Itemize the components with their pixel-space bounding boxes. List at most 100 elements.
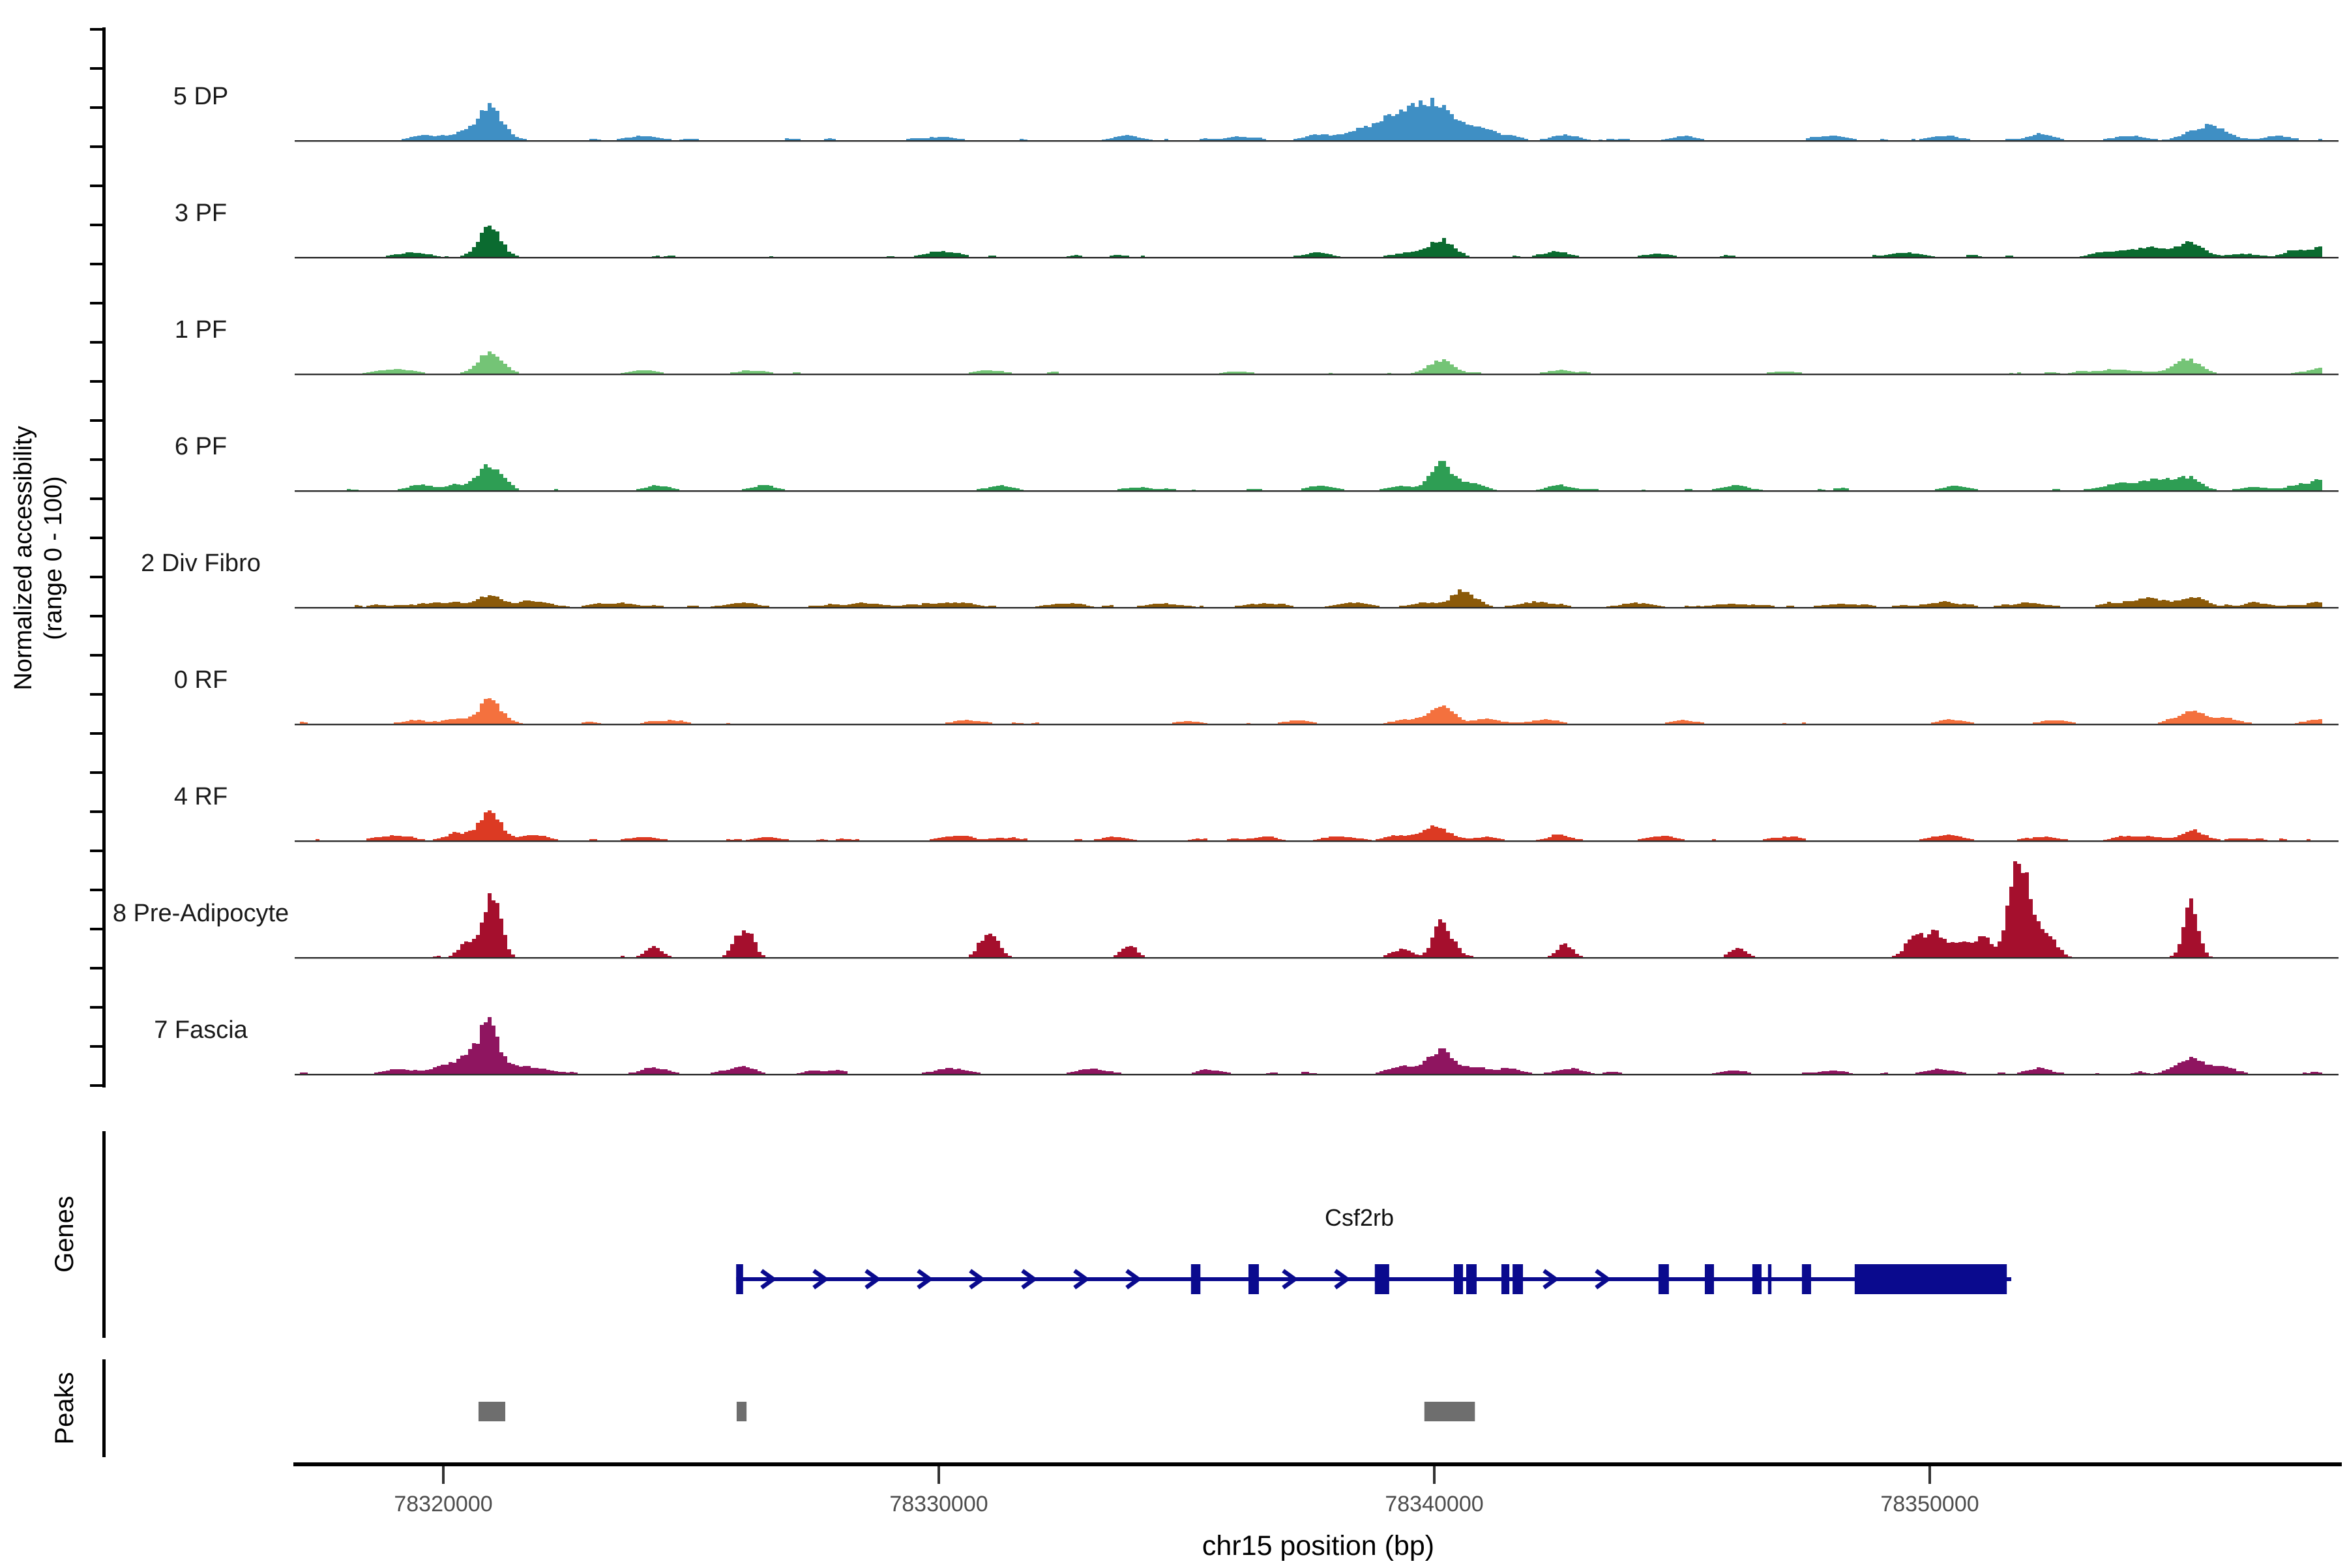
y-axis-tick (90, 419, 104, 422)
y-axis-tick (90, 28, 104, 31)
y-axis-tick (90, 850, 104, 852)
x-tick-label: 78330000 (889, 1492, 988, 1516)
y-axis-tick (90, 1084, 104, 1087)
gene-body-line (736, 1277, 2012, 1281)
gene-exon (1767, 1264, 1772, 1294)
y-axis-tick (90, 302, 104, 304)
signal-area (300, 698, 2322, 724)
y-axis-tick (90, 67, 104, 70)
gene-exon (1466, 1264, 1477, 1294)
y-axis-tick (90, 732, 104, 735)
strand-arrow-icon (1125, 1269, 1142, 1290)
y-axis-tick (90, 928, 104, 930)
x-axis-tick (442, 1466, 445, 1484)
gene-exon (1248, 1264, 1259, 1294)
signal-track: 8 Pre-Adipocyte (113, 861, 2339, 959)
signal-area (300, 461, 2322, 490)
signal-area (300, 1017, 2322, 1074)
track-label: 7 Fascia (154, 1016, 248, 1044)
signal-area (300, 810, 2322, 840)
track-label: 2 Div Fibro (141, 550, 261, 577)
gene-exon (1190, 1264, 1201, 1294)
x-tick-label: 78350000 (1880, 1492, 1979, 1516)
track-baseline (295, 724, 2339, 726)
peak-interval-boxes (478, 1402, 1475, 1421)
gene-exon (736, 1264, 743, 1294)
y-axis-tick (90, 106, 104, 109)
y-axis-tick (90, 145, 104, 148)
gene-exon (1752, 1264, 1762, 1294)
y-axis-tick (90, 185, 104, 187)
track-label: 8 Pre-Adipocyte (113, 900, 289, 927)
strand-arrow-icon (917, 1269, 934, 1290)
signal-area (300, 98, 2322, 140)
signal-area (300, 226, 2322, 257)
gene-exon (1658, 1264, 1669, 1294)
strand-arrow-icon (1073, 1269, 1090, 1290)
signal-track: 7 Fascia (154, 1016, 2339, 1076)
signal-track: 5 DP (173, 83, 2339, 142)
y-axis-tick (90, 771, 104, 774)
track-label: 6 PF (175, 433, 227, 460)
peaks-bracket-line (102, 1359, 106, 1457)
x-tick-label: 78320000 (394, 1492, 492, 1516)
y-axis-ticks (90, 28, 104, 1087)
genes-section: Genes Csf2rb (50, 1131, 2012, 1338)
peak-interval (478, 1402, 505, 1421)
track-label: 3 PF (175, 200, 227, 227)
strand-arrow-icon (812, 1269, 829, 1290)
x-axis-tick (1433, 1466, 1436, 1484)
strand-arrow-icon (1021, 1269, 1038, 1290)
x-axis-tick (1928, 1466, 1931, 1484)
accessibility-tracks: 5 DP 3 PF 1 PF 6 PF 2 Div Fibro 0 RF 4 RF 8 Pre… (113, 83, 2339, 1076)
y-axis-tick (90, 458, 104, 461)
y-axis-tick (90, 654, 104, 657)
track-label: 5 DP (173, 83, 228, 110)
track-label: 0 RF (174, 666, 228, 694)
x-axis: 78320000 78330000 78340000 78350000 chr15 p… (293, 1462, 2342, 1561)
peak-interval (736, 1402, 747, 1421)
track-baseline (295, 257, 2339, 259)
track-baseline (295, 607, 2339, 609)
y-axis-tick (90, 615, 104, 617)
track-label: 4 RF (174, 783, 228, 810)
signal-track: 2 Div Fibro (141, 550, 2339, 609)
x-axis-line (293, 1462, 2342, 1466)
strand-arrow-icon (864, 1269, 881, 1290)
y-axis-tick (90, 497, 104, 500)
y-axis-tick (90, 1006, 104, 1009)
signal-area (300, 589, 2322, 607)
x-axis-tick (937, 1466, 940, 1484)
x-axis-title: chr15 position (bp) (1202, 1530, 1434, 1561)
gene-exon (1513, 1264, 1524, 1294)
y-axis-tick (90, 576, 104, 578)
strand-arrow-icon (1543, 1269, 1559, 1290)
y-axis: Normalized accessibility (range 0 - 100) (10, 27, 106, 1087)
signal-track: 3 PF (175, 200, 2339, 259)
signal-area (300, 861, 2322, 957)
gene-exon (1454, 1264, 1464, 1294)
track-baseline (295, 140, 2339, 142)
peak-interval (1424, 1402, 1475, 1421)
signal-track: 4 RF (174, 783, 2339, 842)
gene-name-label: Csf2rb (1325, 1204, 1394, 1231)
gene-model (736, 1264, 2012, 1294)
x-tick-label: 78340000 (1385, 1492, 1483, 1516)
y-axis-tick (90, 263, 104, 265)
signal-area (300, 351, 2322, 374)
strand-arrow-icon (1282, 1269, 1299, 1290)
y-axis-tick (90, 967, 104, 969)
signal-track: 0 RF (174, 666, 2339, 726)
y-axis-tick (90, 224, 104, 226)
peaks-section: Peaks (50, 1359, 1475, 1457)
y-axis-tick (90, 693, 104, 696)
strand-arrow-icon (1334, 1269, 1351, 1290)
y-axis-title-line2: (range 0 - 100) (40, 476, 67, 640)
gene-exon (1374, 1264, 1389, 1294)
y-axis-title-line1: Normalized accessibility (10, 426, 37, 690)
gene-exon (1704, 1264, 1715, 1294)
genes-bracket-line (102, 1131, 106, 1338)
strand-arrow-icon (1595, 1269, 1612, 1290)
y-axis-tick (90, 889, 104, 891)
